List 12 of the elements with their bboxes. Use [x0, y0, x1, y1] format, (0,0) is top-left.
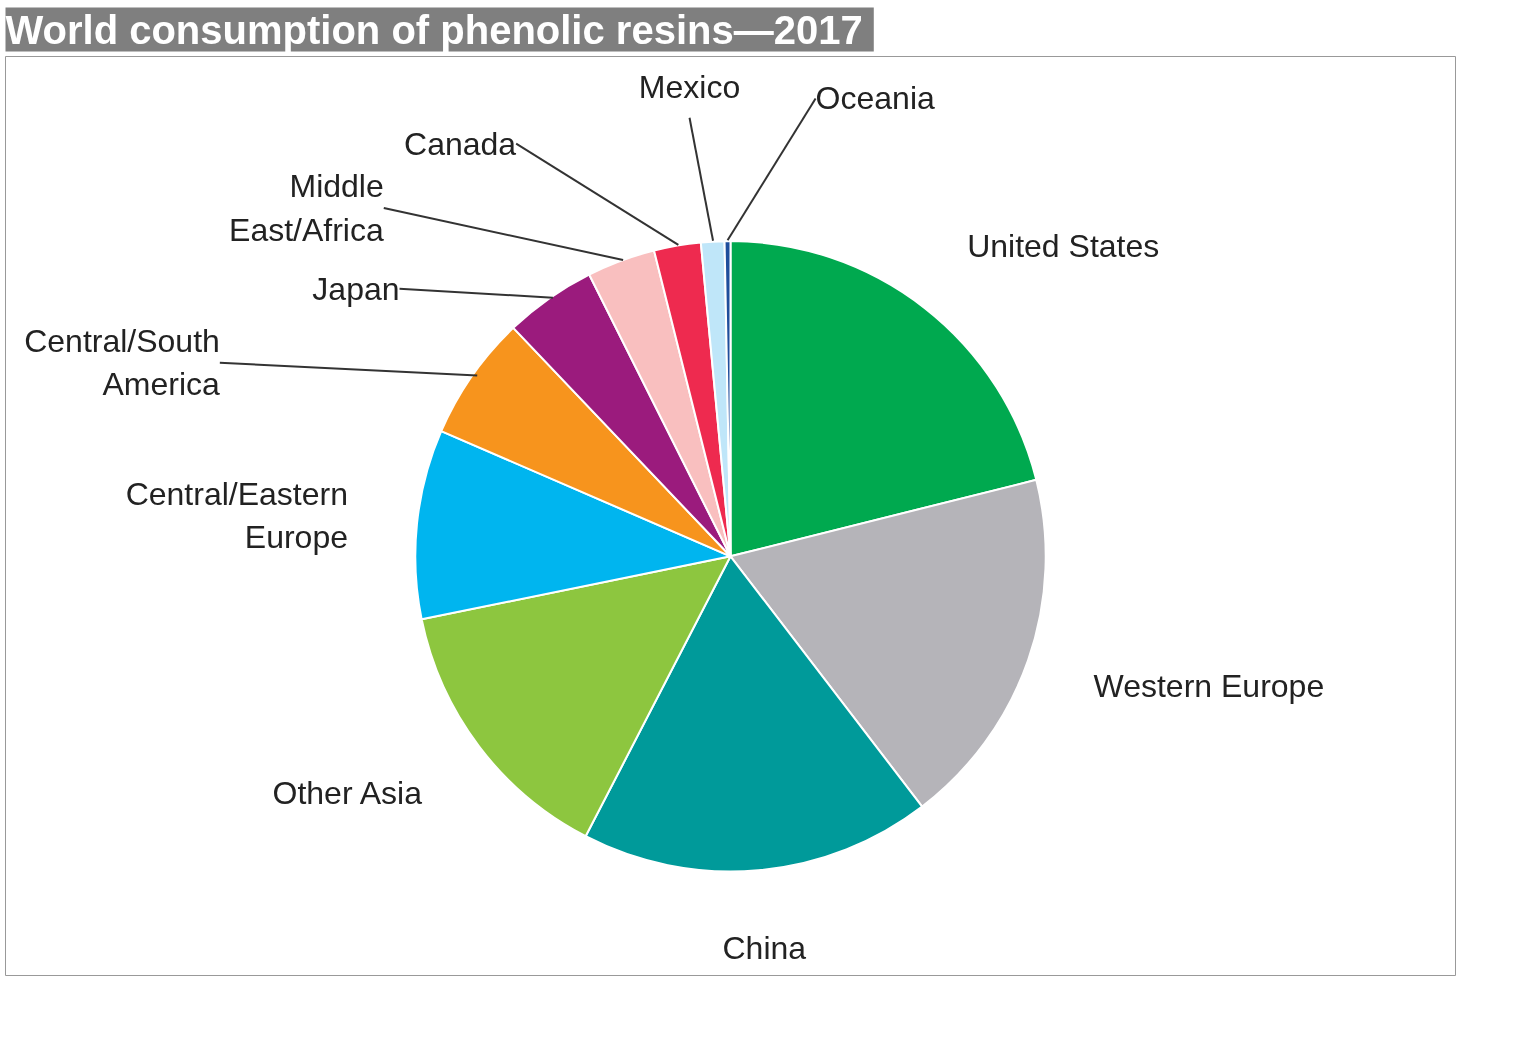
slice-label: Central/Eastern Europe: [125, 476, 348, 556]
slice-label: Mexico: [638, 68, 741, 105]
slice-label: Oceania: [815, 80, 935, 117]
chart-title: World consumption of phenolic resins—2017: [5, 7, 863, 52]
slice-label: China: [722, 930, 807, 967]
slice-label: Western Europe: [1093, 668, 1325, 705]
slice-label: Japan: [312, 270, 400, 307]
slice-label: Middle East/Africa: [229, 168, 384, 248]
slice-label: Central/South America: [24, 323, 221, 403]
slice-label: United States: [967, 228, 1160, 265]
slice-label: Other Asia: [272, 775, 423, 812]
slice-label: Canada: [404, 125, 517, 162]
